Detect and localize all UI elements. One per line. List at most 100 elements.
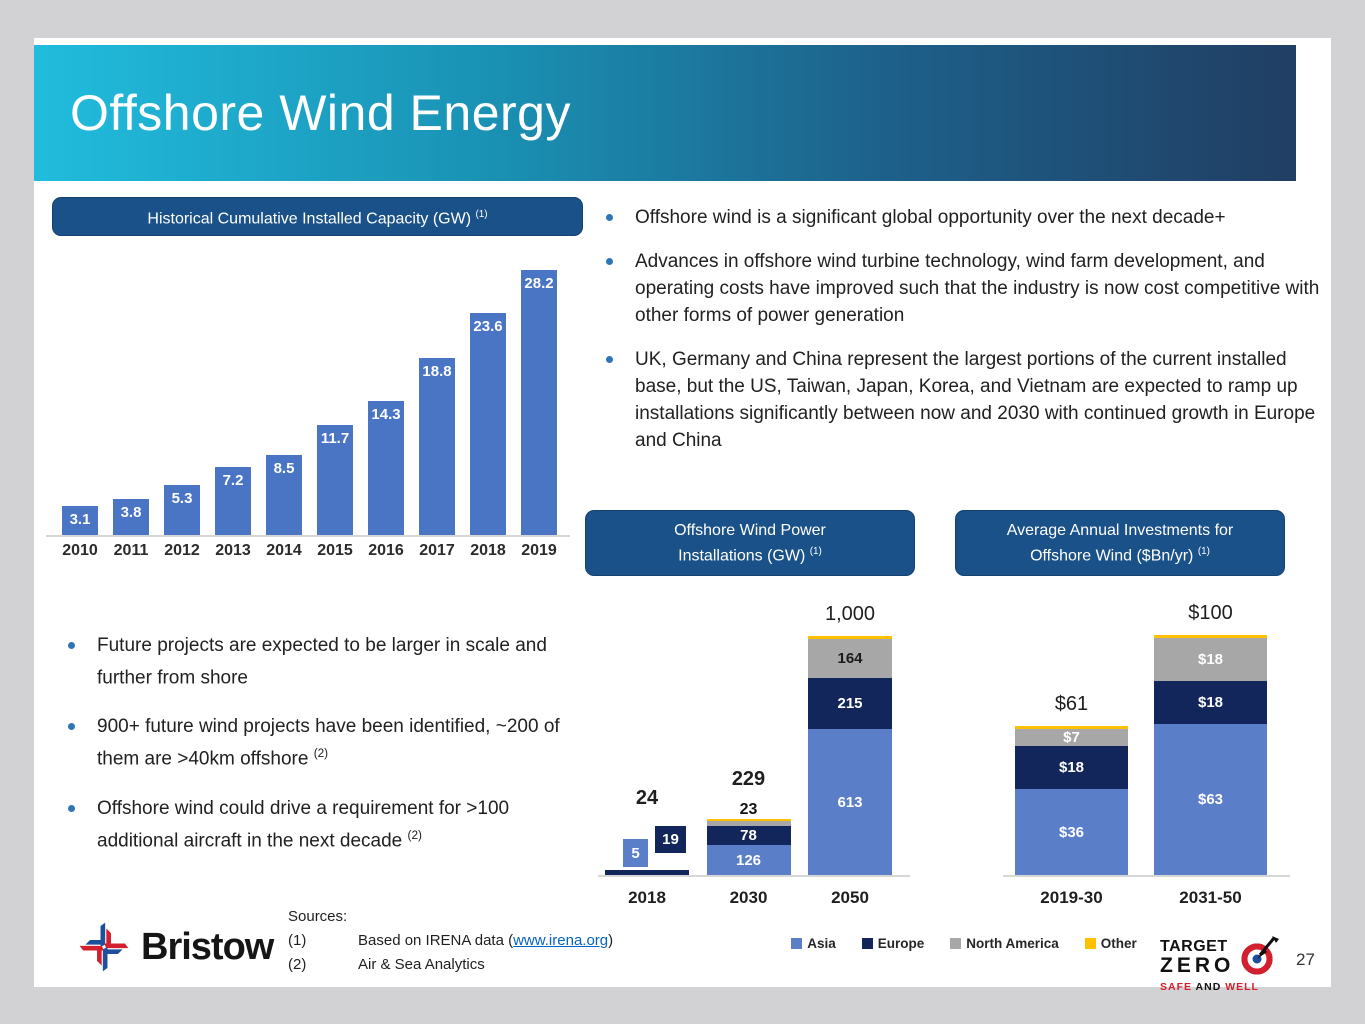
stacked-bar: 229 23 78 126 bbox=[706, 768, 791, 875]
installations-axis-line bbox=[598, 875, 910, 877]
bar-value-label: 11.7 bbox=[320, 430, 350, 447]
source-row-2: (2) Air & Sea Analytics bbox=[288, 956, 485, 973]
bar-value-label: 7.2 bbox=[222, 472, 244, 489]
callout-value-box: 5 bbox=[623, 839, 648, 867]
investments-chart-title-line1: Average Annual Investments for bbox=[1006, 521, 1234, 539]
legend-swatch-icon bbox=[1084, 938, 1096, 949]
x-axis-label: 2017 bbox=[419, 542, 455, 559]
target-zero-logo: TARGET ZERO SAFE AND WELL bbox=[1160, 935, 1280, 993]
left-bullet-list: Future projects are expected to be large… bbox=[60, 632, 580, 876]
capacity-chart-title: Historical Cumulative Installed Capacity… bbox=[147, 208, 488, 228]
investments-axis-line bbox=[1003, 875, 1290, 877]
bar-segment: 164 bbox=[808, 639, 892, 678]
bar-stack: $18 $18 $63 bbox=[1154, 635, 1267, 875]
bullet-item: UK, Germany and China represent the larg… bbox=[598, 346, 1325, 454]
x-axis-label: 2018 bbox=[470, 542, 506, 559]
investments-chart-title-line2: Offshore Wind ($Bn/yr) (1) bbox=[1030, 545, 1210, 565]
target-zero-line2: ZERO bbox=[1160, 953, 1235, 977]
bar-segment: $18 bbox=[1015, 746, 1128, 789]
bar-total-label: 1,000 bbox=[824, 603, 876, 625]
bullet-item: Advances in offshore wind turbine techno… bbox=[598, 248, 1325, 329]
investments-stacked-chart: $61 $7 $18 $36 $100 $18 $18 $63 bbox=[1015, 595, 1267, 875]
capacity-bar: 11.7 bbox=[317, 425, 353, 535]
bar-value-label: 3.8 bbox=[120, 504, 142, 521]
installations-chart-title-chip: Offshore Wind Power Installations (GW) (… bbox=[585, 510, 915, 576]
capacity-bar-chart: 3.1 3.8 5.3 7.2 8.5 11.7 14.3 18.8 23.6 28.2 bbox=[62, 265, 557, 535]
slide: Offshore Wind Energy Historical Cumulati… bbox=[34, 38, 1331, 993]
legend-label: Europe bbox=[877, 936, 925, 951]
x-axis-label: 2018 bbox=[628, 888, 666, 907]
legend-label: Asia bbox=[807, 936, 836, 951]
source-row-1: (1) Based on IRENA data (www.irena.org) bbox=[288, 932, 614, 949]
bar-segment: 126 bbox=[706, 845, 791, 875]
bar-segment bbox=[1015, 726, 1128, 729]
capacity-bar: 5.3 bbox=[164, 485, 200, 535]
bar-total-label: 24 bbox=[635, 787, 659, 809]
stacked-bar: 24 5 19 bbox=[605, 787, 689, 875]
stacked-bar: $100 $18 $18 $63 bbox=[1154, 602, 1267, 875]
capacity-bar: 7.2 bbox=[215, 467, 251, 535]
bar-total-label: $100 bbox=[1188, 602, 1233, 624]
legend-item: Asia bbox=[791, 936, 836, 951]
bar-segment: 78 bbox=[706, 826, 791, 845]
capacity-bar: 8.5 bbox=[266, 455, 302, 535]
target-dart-icon bbox=[1241, 936, 1280, 975]
legend-item: Other bbox=[1084, 936, 1137, 951]
legend-swatch-icon bbox=[950, 938, 962, 949]
bar-segment: $18 bbox=[1154, 681, 1267, 724]
bar-value-label: 28.2 bbox=[524, 275, 554, 292]
target-zero-line1: TARGET bbox=[1160, 937, 1228, 955]
x-axis-label: 2019 bbox=[521, 542, 557, 559]
slide-header: Offshore Wind Energy bbox=[34, 45, 1296, 181]
bristow-pinwheel-icon bbox=[79, 922, 129, 972]
capacity-bar: 18.8 bbox=[419, 358, 455, 535]
segment-outside-label: 23 bbox=[739, 801, 758, 818]
target-zero-tagline: SAFE AND WELL bbox=[1160, 981, 1259, 993]
x-axis-label: 2014 bbox=[266, 542, 302, 559]
x-axis-label: 2011 bbox=[113, 542, 149, 559]
installations-chart-title-line1: Offshore Wind Power bbox=[674, 521, 826, 539]
legend-label: North America bbox=[966, 936, 1059, 951]
bar-value-label: 23.6 bbox=[473, 318, 503, 335]
sources-block: Sources: (1) Based on IRENA data (www.ir… bbox=[288, 908, 613, 973]
bar-total-label: 229 bbox=[731, 768, 766, 790]
bar-stack: 164 215 613 bbox=[808, 636, 892, 875]
legend-item: North America bbox=[950, 936, 1059, 951]
installations-x-axis-labels: 2018 2030 2050 bbox=[605, 888, 892, 908]
bullet-item: Offshore wind is a significant global op… bbox=[598, 204, 1325, 231]
bar-segment: $18 bbox=[1154, 638, 1267, 681]
x-axis-label: 2015 bbox=[317, 542, 353, 559]
capacity-bar: 3.1 bbox=[62, 506, 98, 535]
capacity-bar: 28.2 bbox=[521, 270, 557, 535]
stacked-bar: 1,000 164 215 613 bbox=[808, 603, 892, 875]
bar-segment bbox=[1154, 635, 1267, 638]
x-axis-label: 2016 bbox=[368, 542, 404, 559]
legend-swatch-icon bbox=[861, 938, 873, 949]
x-axis-label: 2013 bbox=[215, 542, 251, 559]
bar-segment bbox=[706, 819, 791, 821]
bar-stack: 78 126 bbox=[706, 819, 791, 875]
bar-base-strip bbox=[605, 870, 689, 875]
legend-swatch-icon bbox=[791, 938, 803, 949]
chart-legend: Asia Europe North America Other bbox=[734, 936, 1194, 951]
x-axis-label: 2031-50 bbox=[1179, 888, 1242, 907]
capacity-chart-title-chip: Historical Cumulative Installed Capacity… bbox=[52, 197, 583, 236]
capacity-bar: 14.3 bbox=[368, 401, 404, 535]
bar-value-label: 18.8 bbox=[422, 363, 452, 380]
stacked-bar: $61 $7 $18 $36 bbox=[1015, 693, 1128, 875]
legend-item: Europe bbox=[861, 936, 925, 951]
investments-x-axis-labels: 2019-30 2031-50 bbox=[1015, 888, 1267, 908]
sources-label: Sources: bbox=[288, 908, 348, 925]
installations-stacked-chart: 24 5 19 229 23 78 126 1,000 164 215 613 bbox=[605, 595, 892, 875]
installations-chart-title-line2: Installations (GW) (1) bbox=[678, 545, 822, 565]
bar-value-label: 14.3 bbox=[371, 406, 401, 423]
callout-zone: 5 19 bbox=[605, 820, 689, 870]
callout-value-box: 19 bbox=[655, 826, 686, 853]
bar-value-label: 5.3 bbox=[171, 490, 193, 507]
bar-segment bbox=[808, 636, 892, 639]
capacity-bar: 3.8 bbox=[113, 499, 149, 535]
irena-link[interactable]: www.irena.org bbox=[513, 932, 609, 949]
investments-chart-title-chip: Average Annual Investments for Offshore … bbox=[955, 510, 1285, 576]
capacity-axis-line bbox=[46, 535, 570, 537]
bar-segment: 613 bbox=[808, 729, 892, 875]
